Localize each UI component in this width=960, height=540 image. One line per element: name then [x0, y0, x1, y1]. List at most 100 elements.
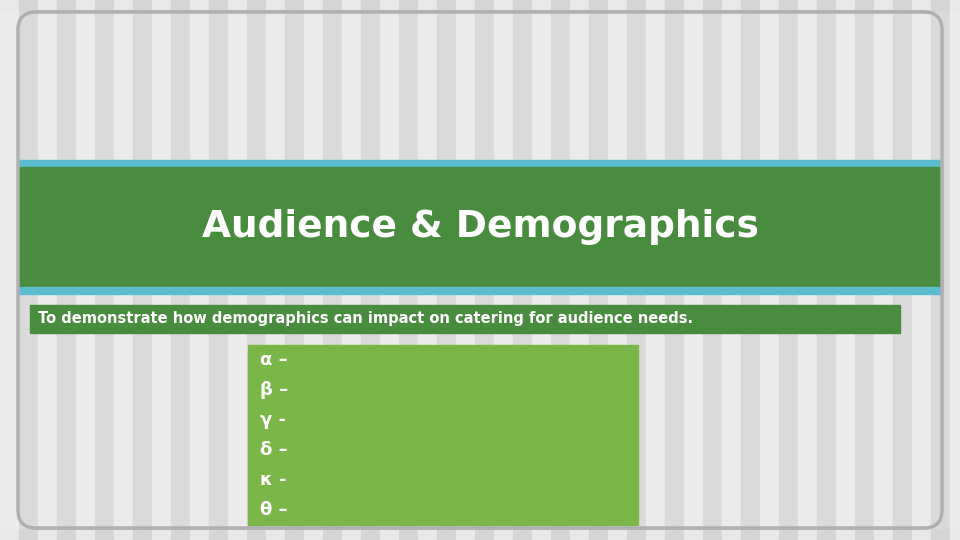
- Bar: [342, 0, 361, 540]
- Bar: [95, 0, 114, 540]
- Text: θ –: θ –: [260, 501, 288, 519]
- Bar: [684, 0, 703, 540]
- Bar: [912, 12, 931, 528]
- Text: α –: α –: [260, 351, 288, 369]
- Bar: [741, 12, 760, 528]
- Bar: [190, 12, 209, 528]
- Bar: [627, 12, 646, 528]
- Bar: [57, 12, 76, 528]
- Bar: [950, 12, 960, 528]
- Bar: [513, 0, 532, 540]
- Bar: [152, 12, 171, 528]
- Bar: [589, 0, 608, 540]
- Bar: [684, 12, 703, 528]
- Bar: [266, 12, 285, 528]
- Text: Audience & Demographics: Audience & Demographics: [202, 209, 758, 245]
- Bar: [817, 12, 836, 528]
- Bar: [18, 167, 942, 287]
- Bar: [323, 0, 342, 540]
- Bar: [532, 12, 551, 528]
- Bar: [760, 0, 779, 540]
- Bar: [209, 0, 228, 540]
- Bar: [456, 0, 475, 540]
- Bar: [608, 12, 627, 528]
- Bar: [380, 12, 399, 528]
- Bar: [133, 0, 152, 540]
- Bar: [304, 12, 323, 528]
- Bar: [703, 0, 722, 540]
- Bar: [114, 12, 133, 528]
- Bar: [950, 0, 960, 540]
- Text: δ –: δ –: [260, 441, 288, 459]
- Bar: [247, 12, 266, 528]
- Bar: [18, 287, 942, 294]
- Bar: [171, 0, 190, 540]
- Bar: [665, 12, 684, 528]
- Bar: [266, 0, 285, 540]
- Bar: [342, 12, 361, 528]
- Bar: [361, 0, 380, 540]
- Bar: [57, 0, 76, 540]
- Bar: [323, 12, 342, 528]
- Bar: [855, 0, 874, 540]
- Bar: [114, 0, 133, 540]
- Text: γ -: γ -: [260, 411, 286, 429]
- Bar: [30, 305, 900, 333]
- Bar: [760, 12, 779, 528]
- Bar: [209, 12, 228, 528]
- Bar: [513, 12, 532, 528]
- Bar: [817, 0, 836, 540]
- Bar: [456, 12, 475, 528]
- Bar: [38, 0, 57, 540]
- Bar: [551, 12, 570, 528]
- Bar: [779, 0, 798, 540]
- Bar: [570, 0, 589, 540]
- Bar: [171, 12, 190, 528]
- Bar: [665, 0, 684, 540]
- Bar: [248, 345, 638, 525]
- Bar: [399, 12, 418, 528]
- Bar: [475, 0, 494, 540]
- Bar: [741, 0, 760, 540]
- Bar: [38, 12, 57, 528]
- Bar: [437, 12, 456, 528]
- Bar: [836, 12, 855, 528]
- Bar: [798, 0, 817, 540]
- Bar: [437, 0, 456, 540]
- Bar: [0, 12, 19, 528]
- Text: To demonstrate how demographics can impact on catering for audience needs.: To demonstrate how demographics can impa…: [38, 312, 693, 327]
- Bar: [418, 0, 437, 540]
- Bar: [228, 0, 247, 540]
- Bar: [0, 0, 19, 540]
- Bar: [190, 0, 209, 540]
- Bar: [589, 12, 608, 528]
- Bar: [285, 12, 304, 528]
- Bar: [76, 12, 95, 528]
- Bar: [874, 12, 893, 528]
- Text: κ -: κ -: [260, 471, 286, 489]
- Bar: [494, 0, 513, 540]
- Bar: [304, 0, 323, 540]
- Bar: [722, 0, 741, 540]
- Bar: [836, 0, 855, 540]
- Bar: [399, 0, 418, 540]
- Bar: [532, 0, 551, 540]
- Bar: [722, 12, 741, 528]
- Bar: [646, 0, 665, 540]
- Bar: [475, 12, 494, 528]
- Bar: [646, 12, 665, 528]
- Bar: [608, 0, 627, 540]
- Bar: [912, 0, 931, 540]
- Bar: [703, 12, 722, 528]
- Bar: [133, 12, 152, 528]
- Bar: [893, 12, 912, 528]
- FancyBboxPatch shape: [18, 12, 942, 528]
- Bar: [76, 0, 95, 540]
- Bar: [152, 0, 171, 540]
- Bar: [19, 12, 38, 528]
- Bar: [418, 12, 437, 528]
- Bar: [19, 0, 38, 540]
- Bar: [551, 0, 570, 540]
- Bar: [228, 12, 247, 528]
- Bar: [361, 12, 380, 528]
